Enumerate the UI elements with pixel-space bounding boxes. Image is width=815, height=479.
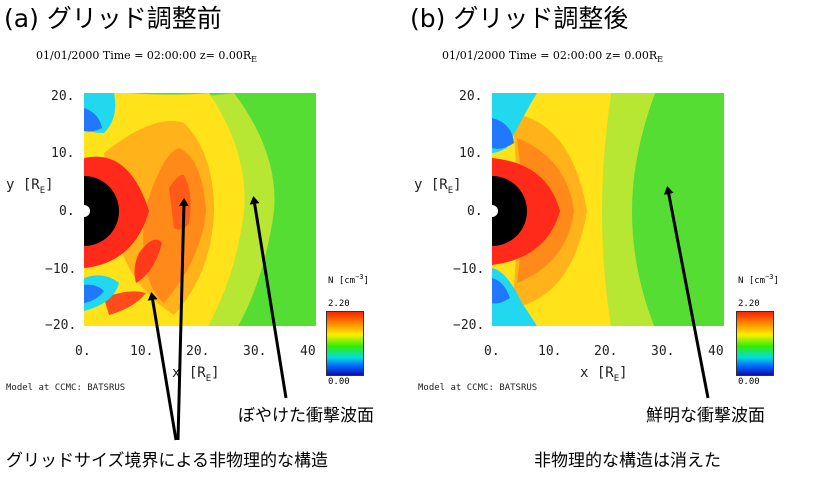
left-panel-title: (a) グリッド調整前 xyxy=(4,4,222,33)
right-xlabel: x [RE] xyxy=(580,365,628,384)
right-bowshock-annotation: 鮮明な衝撃波面 xyxy=(646,406,765,426)
right-colorbar-unit: N [cm−3] xyxy=(738,273,779,286)
right-ytick-neg10: −10. xyxy=(453,262,485,277)
left-xtick-30: 30. xyxy=(243,344,267,359)
left-density-plot xyxy=(84,93,316,326)
left-structure-arrow-1 xyxy=(147,292,178,441)
left-colorbar-max: 2.20 xyxy=(328,299,350,309)
right-xtick-10: 10. xyxy=(538,344,562,359)
left-panel-subtitle: 01/01/2000 Time = 02:00:00 z= 0.00RE xyxy=(36,49,257,65)
right-panel-subtitle: 01/01/2000 Time = 02:00:00 z= 0.00RE xyxy=(442,49,663,65)
right-ytick-0: 0. xyxy=(467,204,483,219)
right-ylabel: y [RE] xyxy=(414,177,462,196)
right-ytick-20: 20. xyxy=(459,89,483,104)
right-ytick-neg20: −20. xyxy=(453,318,485,333)
left-ytick-20: 20. xyxy=(51,89,75,104)
left-colorbar-min: 0.00 xyxy=(328,377,350,387)
left-colorbar xyxy=(326,311,364,376)
right-subtitle-time: 01/01/2000 Time = 02:00:00 xyxy=(442,49,603,62)
left-xtick-0: 0. xyxy=(75,344,91,359)
left-xtick-40: 40 xyxy=(300,344,316,359)
right-ytick-10: 10. xyxy=(459,146,483,161)
right-model-credit: Model at CCMC: BATSRUS xyxy=(418,383,538,393)
left-model-credit: Model at CCMC: BATSRUS xyxy=(6,383,126,393)
left-ylabel: y [RE] xyxy=(6,177,54,196)
left-xtick-20: 20. xyxy=(186,344,210,359)
right-bottom-annotation: 非物理的な構造は消えた xyxy=(534,451,721,471)
right-subtitle-z: z= 0.00R xyxy=(605,49,658,62)
right-earth xyxy=(492,176,527,246)
left-ytick-neg20: −20. xyxy=(45,318,77,333)
left-bowshock-arrow xyxy=(249,196,288,399)
right-xtick-0: 0. xyxy=(484,344,500,359)
left-bottom-annotation: グリッドサイズ境界による非物理的な構造 xyxy=(6,451,328,471)
right-panel-title: (b) グリッド調整後 xyxy=(410,4,629,33)
left-xtick-10: 10. xyxy=(130,344,154,359)
right-bowshock-arrow xyxy=(663,186,710,399)
left-colorbar-unit: N [cm−3] xyxy=(328,273,369,286)
right-colorbar-min: 0.00 xyxy=(738,377,760,387)
left-subtitle-z: z= 0.00R xyxy=(199,49,252,62)
right-xtick-30: 30. xyxy=(651,344,675,359)
right-colorbar-max: 2.20 xyxy=(738,299,760,309)
left-earth xyxy=(84,176,119,246)
left-ytick-10: 10. xyxy=(51,146,75,161)
left-bowshock-annotation: ぼやけた衝撃波面 xyxy=(238,406,374,426)
right-colorbar xyxy=(736,311,774,376)
right-xtick-40: 40 xyxy=(708,344,724,359)
left-subtitle-time: 01/01/2000 Time = 02:00:00 xyxy=(36,49,197,62)
left-ytick-neg10: −10. xyxy=(45,262,77,277)
left-structure-arrow-2 xyxy=(176,198,189,441)
right-xtick-20: 20. xyxy=(594,344,618,359)
left-ytick-0: 0. xyxy=(59,204,75,219)
